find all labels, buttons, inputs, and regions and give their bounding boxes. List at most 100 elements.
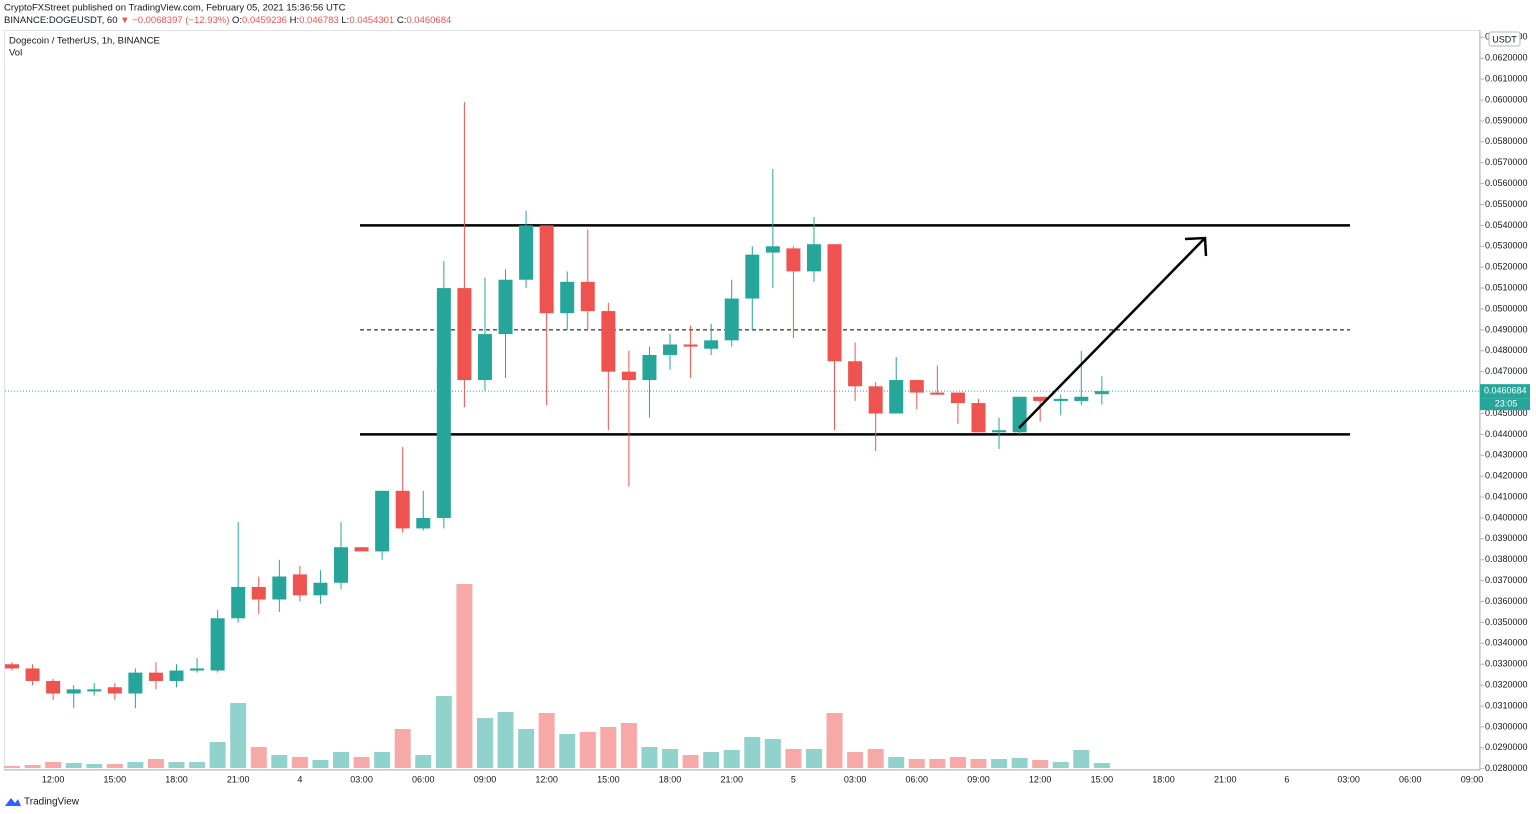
volume-bar xyxy=(744,737,761,768)
volume-bar xyxy=(86,764,103,768)
y-tick-label: 0.0520000 xyxy=(1485,262,1528,272)
candle-body xyxy=(745,254,760,299)
volume-bar xyxy=(106,764,123,768)
y-tick-label: 0.0620000 xyxy=(1485,53,1528,63)
candle-body xyxy=(477,334,492,381)
volume-bar xyxy=(559,734,576,768)
y-tick-label: 0.0570000 xyxy=(1485,157,1528,167)
x-tick-label: 03:00 xyxy=(844,774,867,784)
volume-bar xyxy=(435,696,452,768)
y-tick-label: 0.0600000 xyxy=(1485,94,1528,104)
chart-title: Dogecoin / TetherUS, 1h, BINANCE xyxy=(9,36,160,47)
volume-label: Vol xyxy=(9,48,22,59)
last-price-box xyxy=(1480,384,1530,399)
volume-bar xyxy=(600,727,617,768)
y-tick-label: 0.0400000 xyxy=(1485,512,1528,522)
volume-bar xyxy=(847,752,864,768)
volume-bar xyxy=(805,749,822,768)
volume-bar xyxy=(45,762,62,768)
candle-body xyxy=(354,547,369,552)
x-tick-label: 15:00 xyxy=(1091,774,1114,784)
x-tick-label: 5 xyxy=(791,774,796,784)
x-tick-label: 03:00 xyxy=(350,774,373,784)
volume-bar xyxy=(826,713,843,768)
x-tick-label: 12:00 xyxy=(535,774,558,784)
candle-body xyxy=(765,246,780,253)
candle-body xyxy=(498,279,513,335)
candle-body xyxy=(25,668,40,681)
volume-bar xyxy=(353,757,370,768)
candle-body xyxy=(313,582,328,596)
candle-body xyxy=(148,672,163,681)
candle-body xyxy=(704,340,719,349)
volume-bar xyxy=(785,749,802,768)
ohlc-label: H: xyxy=(290,15,300,26)
volume-bar xyxy=(867,749,884,768)
ohlc-value: 0.046783 xyxy=(299,15,339,26)
candle-body xyxy=(46,680,61,694)
change: ▼ −0.0068397 (−12.93%) xyxy=(120,15,229,26)
watermark: TradingView xyxy=(5,797,80,808)
candle-body xyxy=(66,689,81,694)
volume-bar xyxy=(271,755,288,768)
candle-body xyxy=(190,668,205,671)
candle-body xyxy=(436,288,451,518)
x-tick-label: 12:00 xyxy=(42,774,65,784)
y-tick-label: 0.0370000 xyxy=(1485,575,1528,585)
y-tick-label: 0.0330000 xyxy=(1485,659,1528,669)
volume-bar xyxy=(1052,762,1069,768)
volume-bar xyxy=(949,757,966,768)
x-tick-label: 06:00 xyxy=(1399,774,1422,784)
candle-body xyxy=(457,288,472,381)
candle-body xyxy=(272,576,287,600)
marks: 0.0280000 0.0290000 0.0300000 0.0310000 0.03… xyxy=(4,32,1528,784)
ohlc-value: 0.0460684 xyxy=(406,15,451,26)
volume-bar xyxy=(764,739,781,768)
candle-body xyxy=(169,670,184,681)
x-tick-label: 09:00 xyxy=(1461,774,1484,784)
x-tick-label: 18:00 xyxy=(1152,774,1175,784)
candle-body xyxy=(375,490,390,552)
ohlc-value: 0.0459236 xyxy=(242,15,287,26)
candle-body xyxy=(5,664,19,669)
x-tick-label: 09:00 xyxy=(967,774,990,784)
candle-body xyxy=(889,380,904,414)
candle-body xyxy=(930,392,945,395)
currency: USDT xyxy=(1492,34,1517,44)
x-tick-label: 15:00 xyxy=(597,774,620,784)
volume-bar xyxy=(497,712,514,768)
x-tick-label: 06:00 xyxy=(412,774,435,784)
y-tick-label: 0.0480000 xyxy=(1485,345,1528,355)
candle-body xyxy=(1053,398,1068,401)
y-tick-label: 0.0510000 xyxy=(1485,282,1528,292)
volume-bar xyxy=(374,752,391,768)
volume-bar xyxy=(333,752,350,768)
volume-bar xyxy=(908,759,925,768)
x-tick-label: 21:00 xyxy=(720,774,743,784)
candle-body xyxy=(683,344,698,347)
candle-body xyxy=(539,225,554,314)
candle-body xyxy=(395,490,410,529)
volume-bar xyxy=(312,760,329,768)
y-tick-label: 0.0300000 xyxy=(1485,721,1528,731)
y-tick-label: 0.0390000 xyxy=(1485,533,1528,543)
candle-body xyxy=(806,244,821,272)
y-tick-label: 0.0530000 xyxy=(1485,241,1528,251)
y-tick-label: 0.0440000 xyxy=(1485,429,1528,439)
candle-body xyxy=(827,244,842,362)
candle-body xyxy=(909,380,924,393)
volume-bar xyxy=(1093,763,1110,768)
volume-bar xyxy=(147,759,164,768)
volume-bar xyxy=(1011,758,1028,768)
candle-body xyxy=(724,298,739,341)
ohlc-label: O: xyxy=(232,15,242,26)
volume-bar xyxy=(189,762,206,768)
volume-bar xyxy=(703,752,720,768)
candle-body xyxy=(950,392,965,404)
y-tick-label: 0.0490000 xyxy=(1485,324,1528,334)
volume-bar xyxy=(394,729,411,768)
y-tick-label: 0.0310000 xyxy=(1485,700,1528,710)
y-tick-label: 0.0380000 xyxy=(1485,554,1528,564)
candle-body xyxy=(642,354,657,381)
